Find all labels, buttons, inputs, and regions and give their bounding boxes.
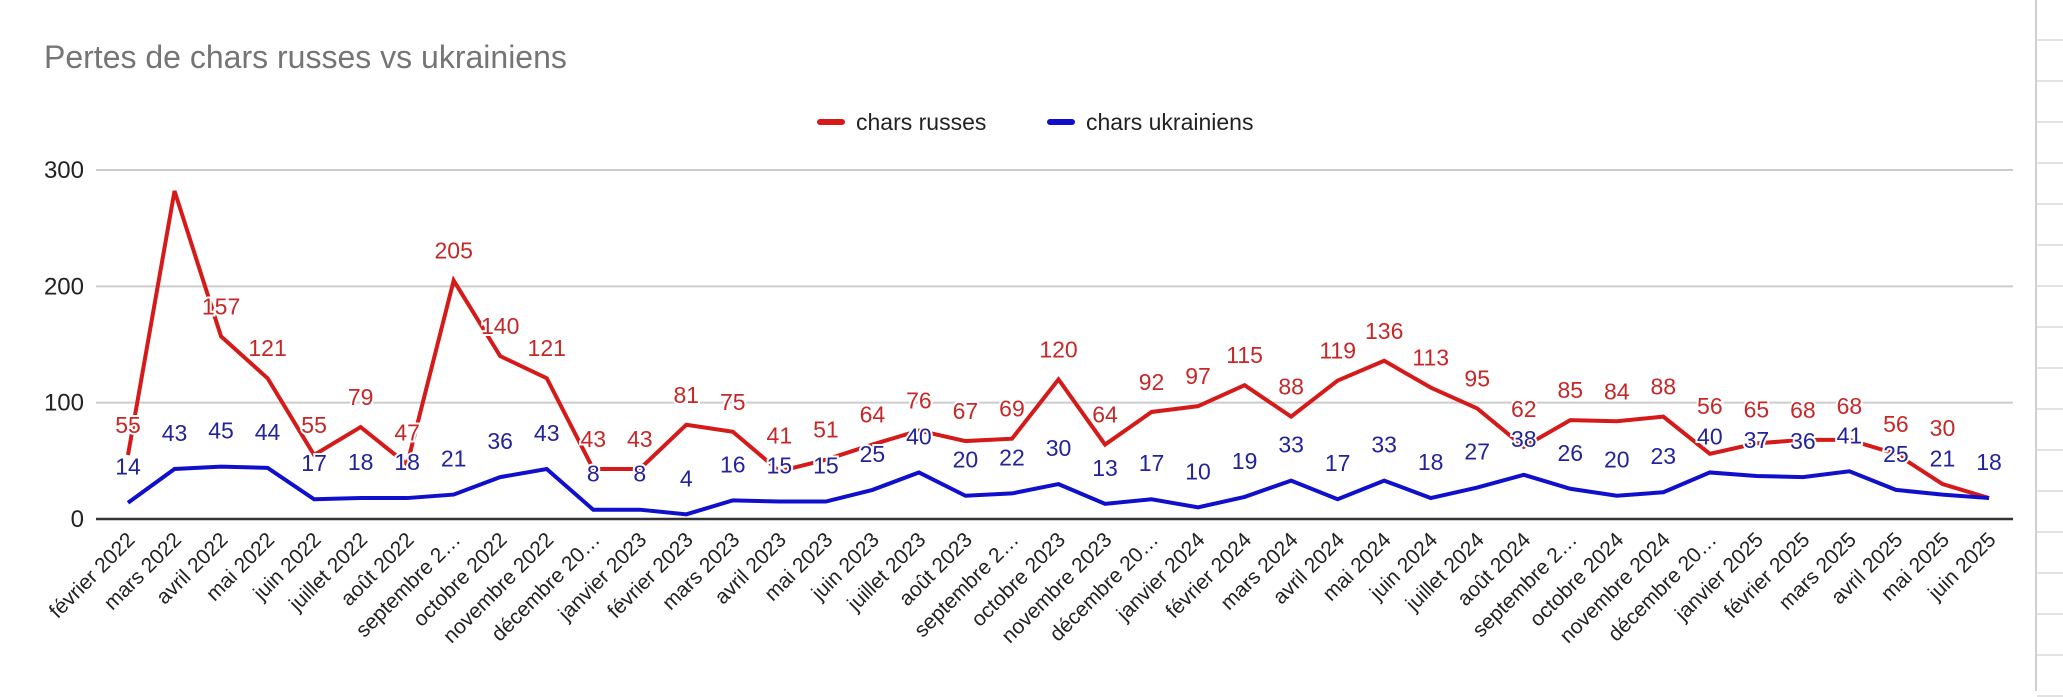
legend: chars russes chars ukrainiens [817,109,1253,135]
series-lines [126,190,1990,517]
y-tick-label: 0 [71,506,84,533]
data-label: 44 [255,419,281,445]
data-label: 18 [1976,449,2002,475]
data-label: 27 [1464,439,1490,465]
data-label: 41 [1837,422,1863,448]
data-label: 81 [674,382,700,408]
data-label: 75 [720,389,746,415]
data-label: 18 [394,449,420,475]
gridlines [96,169,2013,521]
data-label: 15 [767,453,793,479]
data-label: 36 [1790,428,1816,454]
data-label: 68 [1837,393,1863,419]
data-label: 92 [1139,369,1165,395]
data-label: 38 [1511,426,1537,452]
data-label: 33 [1278,432,1304,458]
y-tick-label: 300 [44,157,84,184]
data-label: 85 [1557,377,1583,403]
data-label: 15 [813,453,839,479]
data-label: 55 [115,412,141,438]
data-label: 16 [720,451,746,477]
y-tick-label: 200 [44,273,84,300]
data-label: 45 [208,418,234,444]
data-label: 205 [434,238,472,264]
data-label: 157 [202,293,240,319]
data-label: 95 [1464,365,1490,391]
data-label: 40 [906,423,932,449]
data-label: 136 [1365,318,1403,344]
data-label: 20 [1604,447,1630,473]
data-label: 43 [580,426,606,452]
y-axis-ticks: 0 100 200 300 [44,157,84,533]
data-label: 17 [301,450,327,476]
data-label: 21 [441,446,467,472]
data-label: 43 [627,426,653,452]
series-line-ukrainian [126,464,1990,517]
data-label: 30 [1046,435,1072,461]
data-label: 26 [1557,440,1583,466]
legend-label: chars russes [856,109,986,135]
data-label: 21 [1930,446,1956,472]
data-label: 56 [1697,393,1723,419]
data-label: 10 [1185,458,1211,484]
data-label: 76 [906,388,932,414]
data-label: 47 [394,419,420,445]
data-label: 18 [1418,449,1444,475]
data-label: 4 [680,465,693,491]
y-tick-label: 100 [44,390,84,417]
data-label: 64 [860,402,886,428]
data-label: 113 [1412,345,1449,371]
data-label: 14 [115,454,141,480]
data-label: 68 [1790,397,1816,423]
data-label: 51 [813,417,839,443]
data-label: 55 [301,412,327,438]
series-line-russian [126,190,1990,500]
data-label: 43 [162,420,188,446]
data-label: 69 [999,396,1025,422]
data-label: 40 [1697,423,1723,449]
data-label: 119 [1319,338,1356,364]
data-label: 64 [1092,402,1118,428]
chart-title: Pertes de chars russes vs ukrainiens [44,39,567,75]
data-label: 97 [1185,363,1211,389]
data-label: 140 [481,313,519,339]
data-label: 121 [248,335,286,361]
data-label: 19 [1232,448,1258,474]
data-label: 18 [348,449,374,475]
data-label: 56 [1883,411,1909,437]
data-label: 8 [633,461,646,487]
data-label: 33 [1371,432,1397,458]
data-label: 84 [1604,378,1630,404]
data-label: 20 [953,447,979,473]
data-label: 23 [1651,443,1677,469]
data-label: 67 [953,398,979,424]
spreadsheet-edge [2035,0,2063,697]
data-label: 8 [587,461,600,487]
data-label: 17 [1325,450,1351,476]
data-label: 41 [767,422,793,448]
data-label: 43 [534,420,560,446]
data-label: 88 [1278,374,1304,400]
data-label: 65 [1744,396,1770,422]
data-label: 25 [860,441,886,467]
data-label: 79 [348,384,374,410]
data-label: 120 [1039,336,1077,362]
data-label: 30 [1930,415,1956,441]
legend-label: chars ukrainiens [1086,109,1253,135]
data-label: 88 [1651,374,1677,400]
data-label: 115 [1226,342,1263,368]
data-label: 121 [528,335,566,361]
data-label: 22 [999,444,1025,470]
data-label: 13 [1092,455,1118,481]
data-label: 62 [1511,396,1537,422]
data-label: 36 [487,428,513,454]
data-label: 17 [1139,450,1165,476]
data-label: 25 [1883,441,1909,467]
data-label: 37 [1744,427,1770,453]
